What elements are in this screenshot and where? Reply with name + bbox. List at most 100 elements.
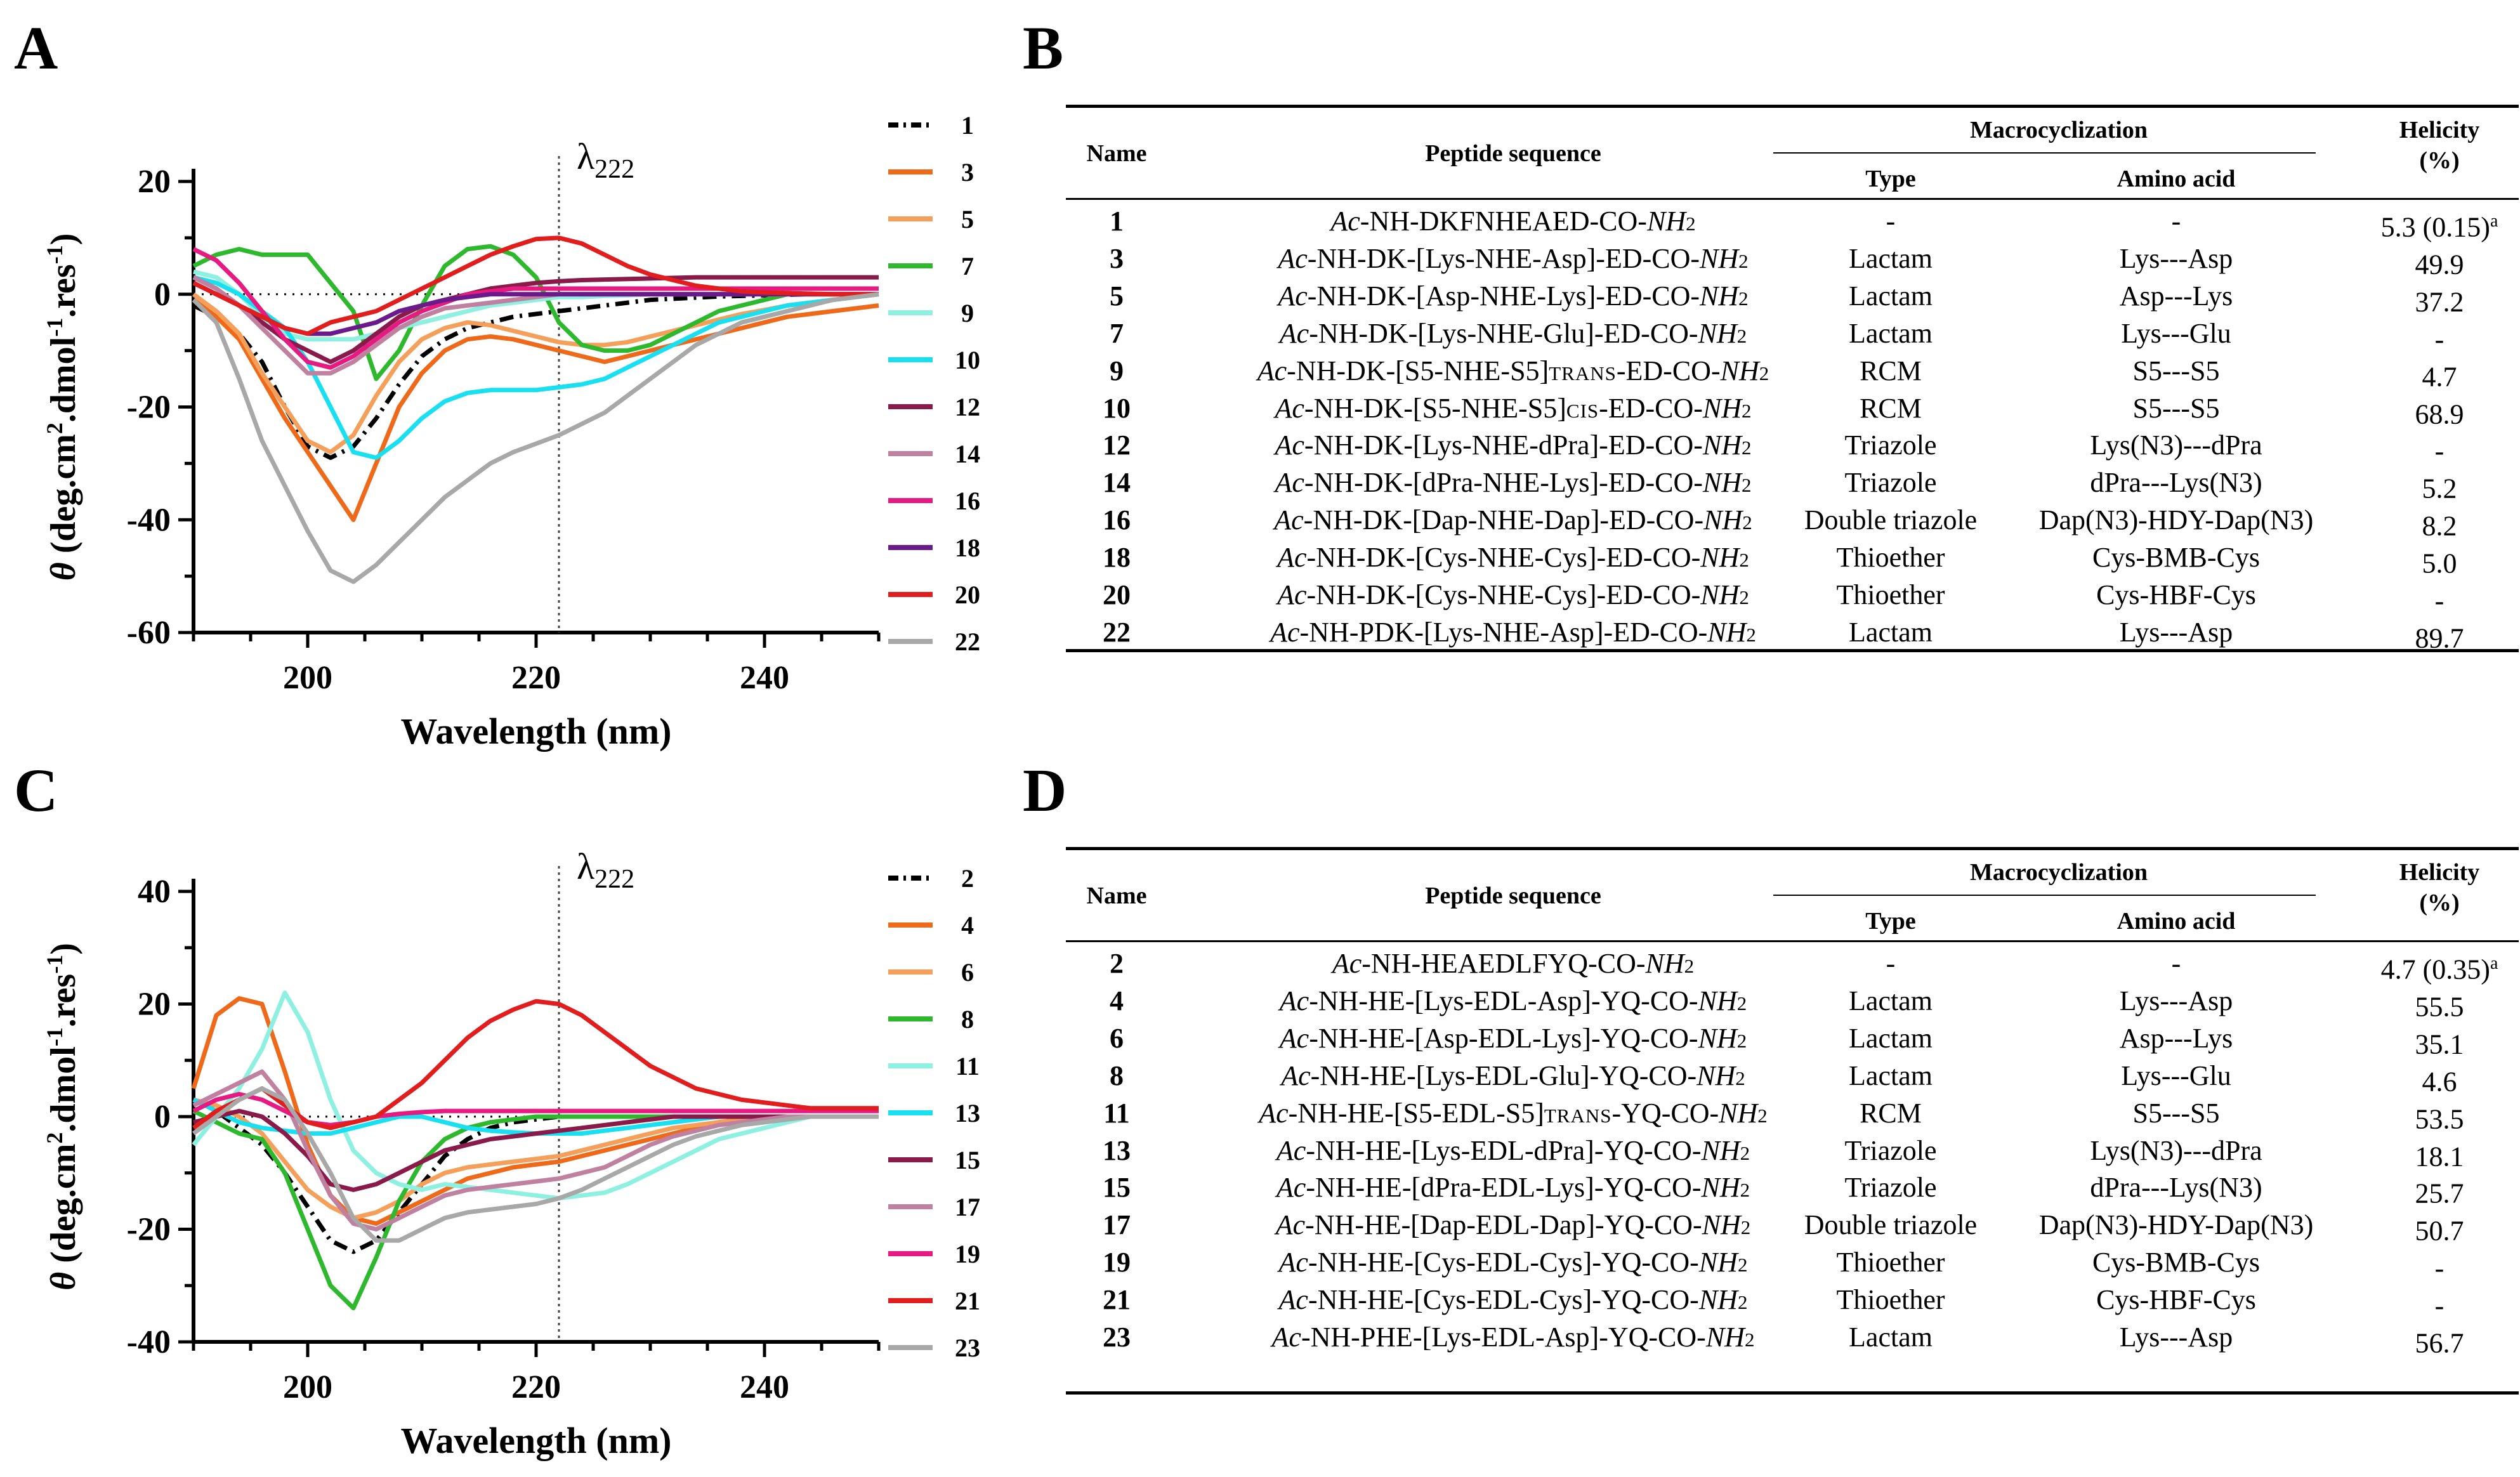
table-row: 19 Ac-NH-HE-[Cys-EDL-Cys]-YQ-CO-NH2 Thioet… [1066, 1244, 2519, 1284]
legend-label-20: 20 [955, 581, 980, 609]
table-row: 8 Ac-NH-HE-[Lys-EDL-Glu]-YQ-CO-NH2 Lactam L… [1066, 1057, 2519, 1098]
table-row: 18 Ac-NH-DK-[Cys-NHE-Cys]-ED-CO-NH2 Thioet… [1066, 539, 2519, 579]
seq-end: NH [1700, 280, 1739, 312]
header-helicity-unit: (%) [2419, 147, 2460, 174]
cell-name: 14 [1103, 467, 1131, 499]
helicity-value: 25.7 [2415, 1178, 2464, 1210]
helicity-value: - [2434, 324, 2445, 355]
series-line-11 [192, 990, 879, 1201]
y-tick-label: 40 [138, 874, 171, 910]
series-line-22 [192, 292, 879, 584]
cell-type: Lactam [1849, 985, 1933, 1016]
series-line-12 [192, 275, 879, 364]
y-tick-label: 0 [154, 277, 171, 313]
legend-label-1: 1 [961, 111, 974, 140]
legend-label-18: 18 [955, 534, 980, 562]
cell-sequence: Ac-NH-DK-[Asp-NHE-Lys]-ED-CO-NH2 [1167, 277, 1859, 317]
seq-end: NH [1698, 317, 1737, 349]
cell-helicity: - [2344, 315, 2520, 358]
seq-end-sub: 2 [1742, 437, 1752, 459]
helicity-value: 53.5 [2415, 1103, 2464, 1135]
cell-type: Lactam [1849, 1322, 1933, 1353]
cell-name: 6 [1110, 1022, 1124, 1054]
seq-main: -NH-HE-[Lys-EDL-Glu]-YQ-CO- [1310, 1060, 1697, 1091]
cell-type: Thioether [1836, 1284, 1945, 1316]
table-row: 7 Ac-NH-DK-[Lys-NHE-Glu]-ED-CO-NH2 Lactam L… [1066, 315, 2519, 355]
series-line-3 [192, 298, 879, 522]
seq-end: NH [1702, 467, 1742, 499]
cell-amino-acid: S5---S5 [2132, 392, 2220, 424]
seq-end: NH [1700, 242, 1739, 274]
table-row: 12 Ac-NH-DK-[Lys-NHE-dPra]-ED-CO-NH2 Triaz… [1066, 426, 2519, 467]
cell-sequence: Ac-NH-HE-[Dap-EDL-Dap]-YQ-CO-NH2 [1167, 1206, 1859, 1246]
cell-amino-acid: Lys---Asp [2119, 616, 2233, 648]
table-row: 11 Ac-NH-HE-[S5-EDL-S5]trans-YQ-CO-NH2 RCM… [1066, 1094, 2519, 1135]
table-row: 4 Ac-NH-HE-[Lys-EDL-Asp]-YQ-CO-NH2 Lactam L… [1066, 982, 2519, 1023]
cell-amino-acid: dPra---Lys(N3) [2090, 467, 2262, 499]
seq-end-sub: 2 [1742, 474, 1752, 497]
legend-label-7: 7 [961, 252, 974, 280]
cell-type: Thioether [1836, 1247, 1945, 1278]
cell-amino-acid: Lys---Glu [2121, 317, 2231, 349]
helicity-footnote: a [2490, 211, 2498, 231]
table-row: 14 Ac-NH-DK-[dPra-NHE-Lys]-ED-CO-NH2 Triaz… [1066, 464, 2519, 504]
seq-end: NH [1720, 355, 1759, 386]
cell-helicity: - [2344, 426, 2520, 470]
cell-sequence: Ac-NH-DK-[Lys-NHE-Glu]-ED-CO-NH2 [1167, 315, 1859, 355]
seq-prefix: Ac [1274, 504, 1304, 536]
cell-helicity: 4.6 [2344, 1057, 2520, 1101]
header-amino-acid: Amino acid [2116, 166, 2236, 192]
cell-type: RCM [1860, 355, 1922, 386]
legend-label-9: 9 [961, 299, 974, 327]
seq-main: -NH-HE-[Lys-EDL-Asp]-YQ-CO- [1309, 985, 1698, 1016]
legend-label-5: 5 [961, 205, 974, 233]
cell-amino-acid: Lys(N3)---dPra [2090, 430, 2262, 461]
legend-label-12: 12 [955, 393, 980, 421]
table-bottom-rule [1066, 649, 2519, 652]
seq-end-sub: 2 [1759, 362, 1769, 384]
helicity-value: 4.6 [2422, 1066, 2457, 1098]
x-tick-label: 240 [740, 660, 789, 696]
seq-end-sub: 2 [1686, 213, 1696, 235]
cell-helicity: 50.7 [2344, 1206, 2520, 1250]
seq-tail: -ED-CO- [1599, 392, 1703, 424]
table-bottom-rule [1066, 1391, 2519, 1395]
cell-sequence: Ac-NH-DK-[Dap-NHE-Dap]-ED-CO-NH2 [1167, 501, 1859, 541]
y-tick-label: -20 [127, 390, 171, 426]
seq-main: -NH-DK-[dPra-NHE-Lys]-ED-CO- [1304, 467, 1703, 499]
cell-amino-acid: Asp---Lys [2119, 280, 2233, 312]
series-line-17 [192, 1069, 879, 1231]
seq-end: NH [1707, 616, 1747, 648]
cell-name: 13 [1103, 1134, 1131, 1166]
seq-end: NH [1698, 985, 1737, 1016]
helicity-value: - [2434, 1290, 2445, 1322]
helicity-value: 5.2 [2422, 473, 2457, 504]
helicity-value: 49.9 [2415, 249, 2464, 280]
y-tick-label: -40 [127, 1324, 171, 1360]
helicity-value: 4.7 (0.35) [2380, 954, 2490, 985]
seq-tail: -YQ-CO- [1611, 1097, 1719, 1129]
legend-label-2: 2 [961, 864, 974, 893]
seq-end: NH [1702, 392, 1742, 424]
cell-sequence: Ac-NH-HE-[dPra-EDL-Lys]-YQ-CO-NH2 [1167, 1169, 1859, 1209]
header-type: Type [1865, 166, 1916, 192]
cell-type: - [1886, 206, 1896, 237]
series-line-8 [192, 1108, 879, 1311]
legend-label-15: 15 [955, 1146, 980, 1174]
cell-helicity: - [2344, 576, 2520, 620]
y-tick-label: 20 [138, 164, 171, 200]
y-tick-label: 0 [154, 1099, 171, 1135]
x-axis-label: Wavelength (nm) [401, 711, 672, 752]
cell-type: Triazole [1844, 430, 1937, 461]
cell-sequence: Ac-NH-DK-[Lys-NHE-dPra]-ED-CO-NH2 [1167, 426, 1859, 466]
cell-type: Triazole [1844, 467, 1937, 499]
header-name: Name [1086, 883, 1147, 909]
legend-label-3: 3 [961, 158, 974, 187]
peptide-table-b: Name Peptide sequence Macrocyclization Type… [1066, 105, 2520, 654]
table-row: 9 Ac-NH-DK-[S5-NHE-S5]trans-ED-CO-NH2 RCM S… [1066, 352, 2519, 393]
helicity-value: 5.0 [2422, 548, 2457, 579]
helicity-value: 68.9 [2415, 398, 2464, 430]
table-row: 23 Ac-NH-PHE-[Lys-EDL-Asp]-YQ-CO-NH2 Lacta… [1066, 1318, 2519, 1359]
cell-amino-acid: Cys-BMB-Cys [2092, 1247, 2261, 1278]
cell-helicity: 4.7 [2344, 352, 2520, 396]
